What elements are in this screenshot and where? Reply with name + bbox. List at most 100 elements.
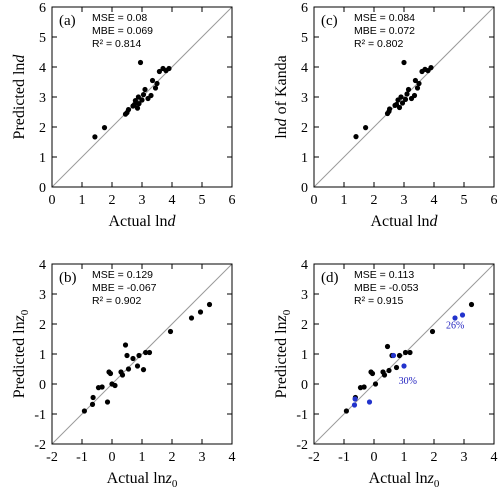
y-tick-label: 1 <box>39 151 46 166</box>
y-tick-label: 5 <box>301 31 308 46</box>
data-point <box>90 394 96 401</box>
data-point <box>381 372 388 378</box>
y-axis-label: Predicted lnz0 <box>11 309 31 398</box>
panel-label: (d) <box>321 270 339 286</box>
x-tick-label: 5 <box>461 193 468 208</box>
y-axis-label: Predicted lnz0 <box>273 309 293 398</box>
data-point <box>156 68 162 75</box>
data-point <box>154 80 160 87</box>
data-point <box>148 92 154 99</box>
data-point <box>125 107 132 113</box>
data-point <box>152 85 159 91</box>
data-point <box>137 59 144 66</box>
data-point <box>130 355 136 362</box>
x-tick-label: 0 <box>311 193 318 208</box>
data-point <box>396 104 403 111</box>
stat-text: R² = 0.915 <box>354 295 403 307</box>
data-point <box>405 86 412 93</box>
x-axis-label: Actual lnz0 <box>107 470 178 490</box>
annotation-text: 30% <box>399 376 417 387</box>
y-tick-label: -2 <box>296 438 308 453</box>
x-tick-label: 6 <box>229 193 236 208</box>
data-point <box>407 349 413 356</box>
data-point <box>112 382 118 389</box>
data-point <box>132 98 138 104</box>
data-point <box>136 352 142 359</box>
data-point <box>398 94 404 100</box>
data-point <box>390 352 397 359</box>
stat-text: R² = 0.902 <box>92 295 141 307</box>
x-tick-label: 4 <box>169 193 176 208</box>
data-point <box>387 106 393 112</box>
data-point <box>134 363 141 369</box>
x-tick-label: 2 <box>169 450 176 465</box>
data-point <box>452 315 458 321</box>
stat-text: R² = 0.802 <box>354 38 403 50</box>
y-tick-label: 1 <box>39 348 46 363</box>
data-point <box>401 59 407 66</box>
data-point <box>428 65 434 71</box>
panel-label: (a) <box>59 13 76 29</box>
y-tick-label: 0 <box>39 181 46 196</box>
x-tick-label: -1 <box>338 450 350 465</box>
y-tick-label: 1 <box>301 151 308 166</box>
x-tick-label: 0 <box>371 450 378 465</box>
data-point <box>402 96 409 102</box>
data-point <box>143 349 149 356</box>
data-point <box>134 105 141 111</box>
x-tick-label: 0 <box>109 450 116 465</box>
data-point <box>101 125 108 131</box>
y-tick-label: -1 <box>296 408 308 423</box>
data-point <box>404 91 410 97</box>
y-tick-label: 3 <box>301 288 308 303</box>
data-point <box>136 101 142 107</box>
data-point <box>351 402 358 408</box>
y-tick-label: 2 <box>301 318 308 333</box>
data-point <box>352 396 358 402</box>
data-point <box>140 92 147 98</box>
x-tick-label: 3 <box>461 450 468 465</box>
data-point <box>393 364 400 371</box>
stat-text: MBE = -0.067 <box>92 282 157 294</box>
x-tick-label: -2 <box>308 450 320 465</box>
reference-line <box>313 6 495 188</box>
x-tick-label: 4 <box>229 450 236 465</box>
y-tick-label: 2 <box>39 121 46 136</box>
data-point <box>104 399 111 405</box>
y-tick-label: 1 <box>301 348 308 363</box>
data-point <box>353 134 359 140</box>
data-point <box>366 399 373 405</box>
x-tick-label: 1 <box>79 193 86 208</box>
data-point <box>429 328 436 335</box>
x-tick-label: 3 <box>139 193 146 208</box>
data-point <box>401 363 407 369</box>
x-tick-label: 3 <box>199 450 206 465</box>
data-point <box>402 349 409 356</box>
data-point <box>89 401 96 407</box>
x-axis-label: Actual lnd <box>370 213 438 230</box>
y-tick-label: 6 <box>39 1 46 16</box>
data-point <box>416 80 422 87</box>
x-tick-label: 6 <box>491 193 498 208</box>
data-point <box>122 342 129 348</box>
data-point <box>139 97 145 103</box>
data-point <box>149 77 156 84</box>
data-point <box>92 134 98 140</box>
stat-text: MSE = 0.129 <box>92 269 153 281</box>
data-point <box>343 408 349 414</box>
x-tick-label: 2 <box>431 450 438 465</box>
y-tick-label: 4 <box>39 61 46 76</box>
x-tick-label: 3 <box>401 193 408 208</box>
data-point <box>167 328 174 335</box>
x-tick-label: -2 <box>46 450 58 465</box>
y-tick-label: 3 <box>39 91 46 106</box>
x-tick-label: 1 <box>139 450 146 465</box>
panel-label: (c) <box>321 13 338 29</box>
data-point <box>369 370 376 377</box>
y-tick-label: 4 <box>39 258 46 273</box>
